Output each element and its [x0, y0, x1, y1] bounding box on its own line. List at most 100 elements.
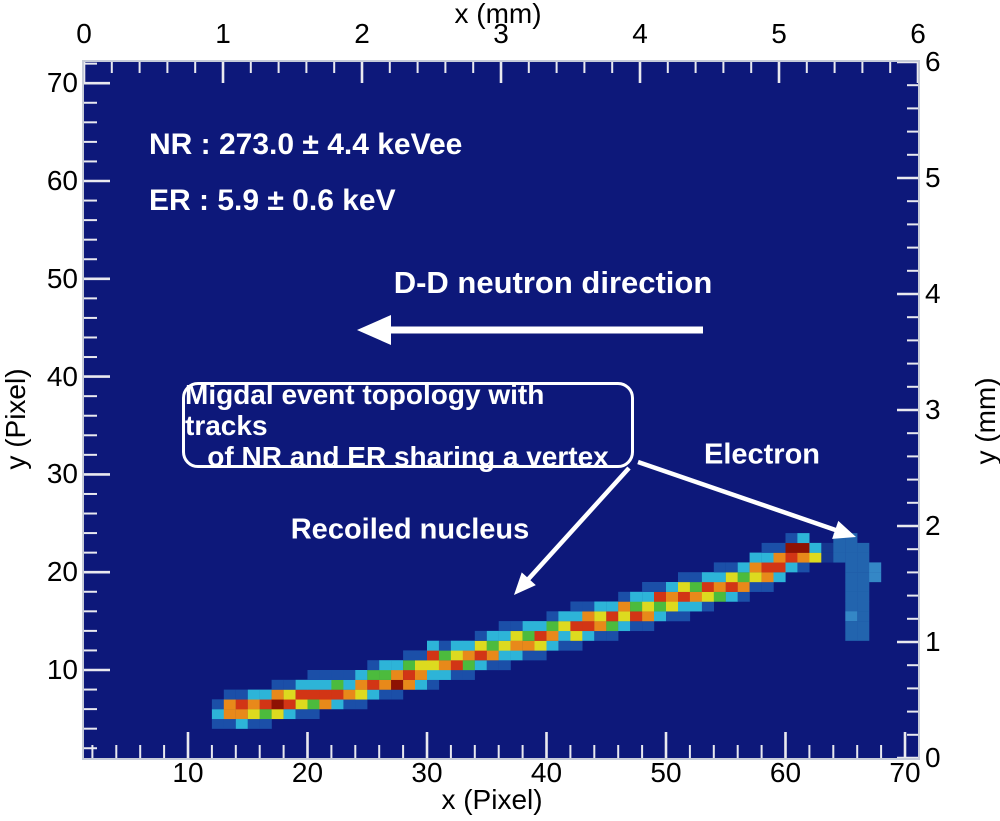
right-tick-label-2: 2 — [925, 510, 941, 541]
nr-track-bin — [211, 718, 224, 729]
nr-track-bin — [379, 660, 392, 671]
electron-bin — [857, 601, 870, 612]
nr-track-bin — [546, 621, 559, 632]
plot-area — [82, 60, 920, 760]
nr-track-bin — [295, 699, 308, 710]
nr-track-bin — [582, 601, 595, 612]
nr-track-bin — [725, 562, 738, 573]
nr-track-bin — [211, 699, 224, 710]
nr-track-bin — [343, 699, 356, 710]
topology-callout-box: Migdal event topology with tracks of NR … — [182, 378, 634, 472]
topology-callout-line1: Migdal event topology with tracks — [185, 378, 545, 441]
nr-track-bin — [570, 611, 583, 622]
nr-track-bin — [570, 621, 583, 632]
nr-track-bin — [498, 650, 511, 661]
electron-bin — [869, 562, 882, 573]
nr-track-bin — [689, 601, 702, 612]
nr-track-bin — [319, 670, 332, 680]
er-energy-label: ER : 5.9 ± 0.6 keV — [149, 184, 396, 217]
nr-track-bin — [474, 640, 487, 651]
nr-track-bin — [594, 630, 607, 641]
nr-track-bin — [379, 689, 392, 700]
nr-track-bin — [211, 709, 224, 720]
nr-track-bin — [235, 689, 248, 700]
nr-track-bin — [570, 601, 583, 612]
nr-track-bin — [283, 679, 296, 690]
nr-track-bin — [678, 582, 691, 592]
nr-track-bin — [307, 670, 320, 680]
nr-track-bin — [379, 670, 392, 680]
nr-track-bin — [522, 640, 535, 651]
left-tick-label-70: 70 — [46, 67, 78, 99]
nr-track-bin — [403, 660, 416, 671]
nr-track-bin — [570, 630, 583, 641]
electron-bin — [857, 572, 870, 583]
left-tick-label-20: 20 — [46, 556, 78, 588]
nr-track-bin — [307, 689, 320, 700]
nr-track-bin — [618, 621, 631, 632]
nr-track-bin — [797, 552, 810, 563]
bottom-tick-label-50: 50 — [650, 757, 682, 788]
nr-track-bin — [379, 679, 392, 690]
nr-track-bin — [594, 611, 607, 622]
top-tick-label-1: 1 — [215, 18, 231, 49]
nr-track-bin — [295, 679, 308, 690]
left-tick-label-60: 60 — [46, 165, 78, 196]
nr-track-bin — [773, 552, 786, 563]
electron-bin — [821, 552, 834, 563]
nr-track-bin — [785, 533, 798, 544]
left-tick-label-40: 40 — [46, 360, 78, 392]
electron-bin — [857, 630, 870, 641]
nr-track-bin — [534, 640, 547, 651]
nr-track-bin — [259, 718, 272, 729]
nr-track-bin — [773, 572, 786, 583]
nr-track-bin — [618, 611, 631, 622]
nr-track-bin — [271, 679, 284, 690]
nr-track-bin — [462, 670, 475, 680]
nr-track-bin — [235, 718, 248, 729]
nr-track-bin — [259, 689, 272, 700]
nr-track-bin — [546, 630, 559, 641]
nr-track-bin — [247, 689, 260, 700]
nr-track-bin — [546, 611, 559, 622]
nr-track-bin — [558, 640, 571, 651]
nr-track-bin — [761, 562, 774, 573]
nr-track-bin — [701, 591, 714, 602]
nr-track-bin — [415, 650, 428, 661]
nr-track-bin — [438, 650, 451, 661]
nr-track-bin — [474, 660, 487, 671]
nr-track-bin — [319, 689, 332, 700]
nr-track-bin — [235, 699, 248, 710]
top-tick-label-0: 0 — [76, 18, 92, 49]
nr-track-bin — [319, 679, 332, 690]
neutron-direction-label: D-D neutron direction — [393, 265, 713, 300]
nr-track-bin — [450, 640, 463, 651]
left-axis-title: y (Pixel) — [0, 368, 31, 470]
nr-track-bin — [403, 670, 416, 680]
left-tick-label-10: 10 — [46, 654, 78, 685]
recoiled-nucleus-label: Recoiled nucleus — [290, 513, 530, 546]
top-axis-title: x (mm) — [454, 0, 542, 29]
nr-track-bin — [415, 660, 428, 671]
nr-track-bin — [654, 601, 667, 612]
nr-track-bin — [678, 572, 691, 583]
nr-track-bin — [618, 591, 631, 602]
nr-track-bin — [498, 630, 511, 641]
nr-track-bin — [391, 679, 404, 690]
nr-track-bin — [415, 679, 428, 690]
nr-track-bin — [438, 640, 451, 651]
nr-track-bin — [666, 582, 679, 592]
electron-bin — [845, 630, 858, 641]
nr-track-bin — [689, 582, 702, 592]
nr-track-bin — [247, 718, 260, 729]
nr-track-bin — [247, 709, 260, 720]
nr-track-bin — [223, 689, 236, 700]
nr-track-bin — [594, 621, 607, 632]
nr-track-bin — [235, 709, 248, 720]
nr-track-bin — [701, 582, 714, 592]
nr-track-bin — [427, 640, 440, 651]
nr-track-bin — [630, 611, 643, 622]
nr-track-bin — [391, 660, 404, 671]
nr-track-bin — [654, 611, 667, 622]
